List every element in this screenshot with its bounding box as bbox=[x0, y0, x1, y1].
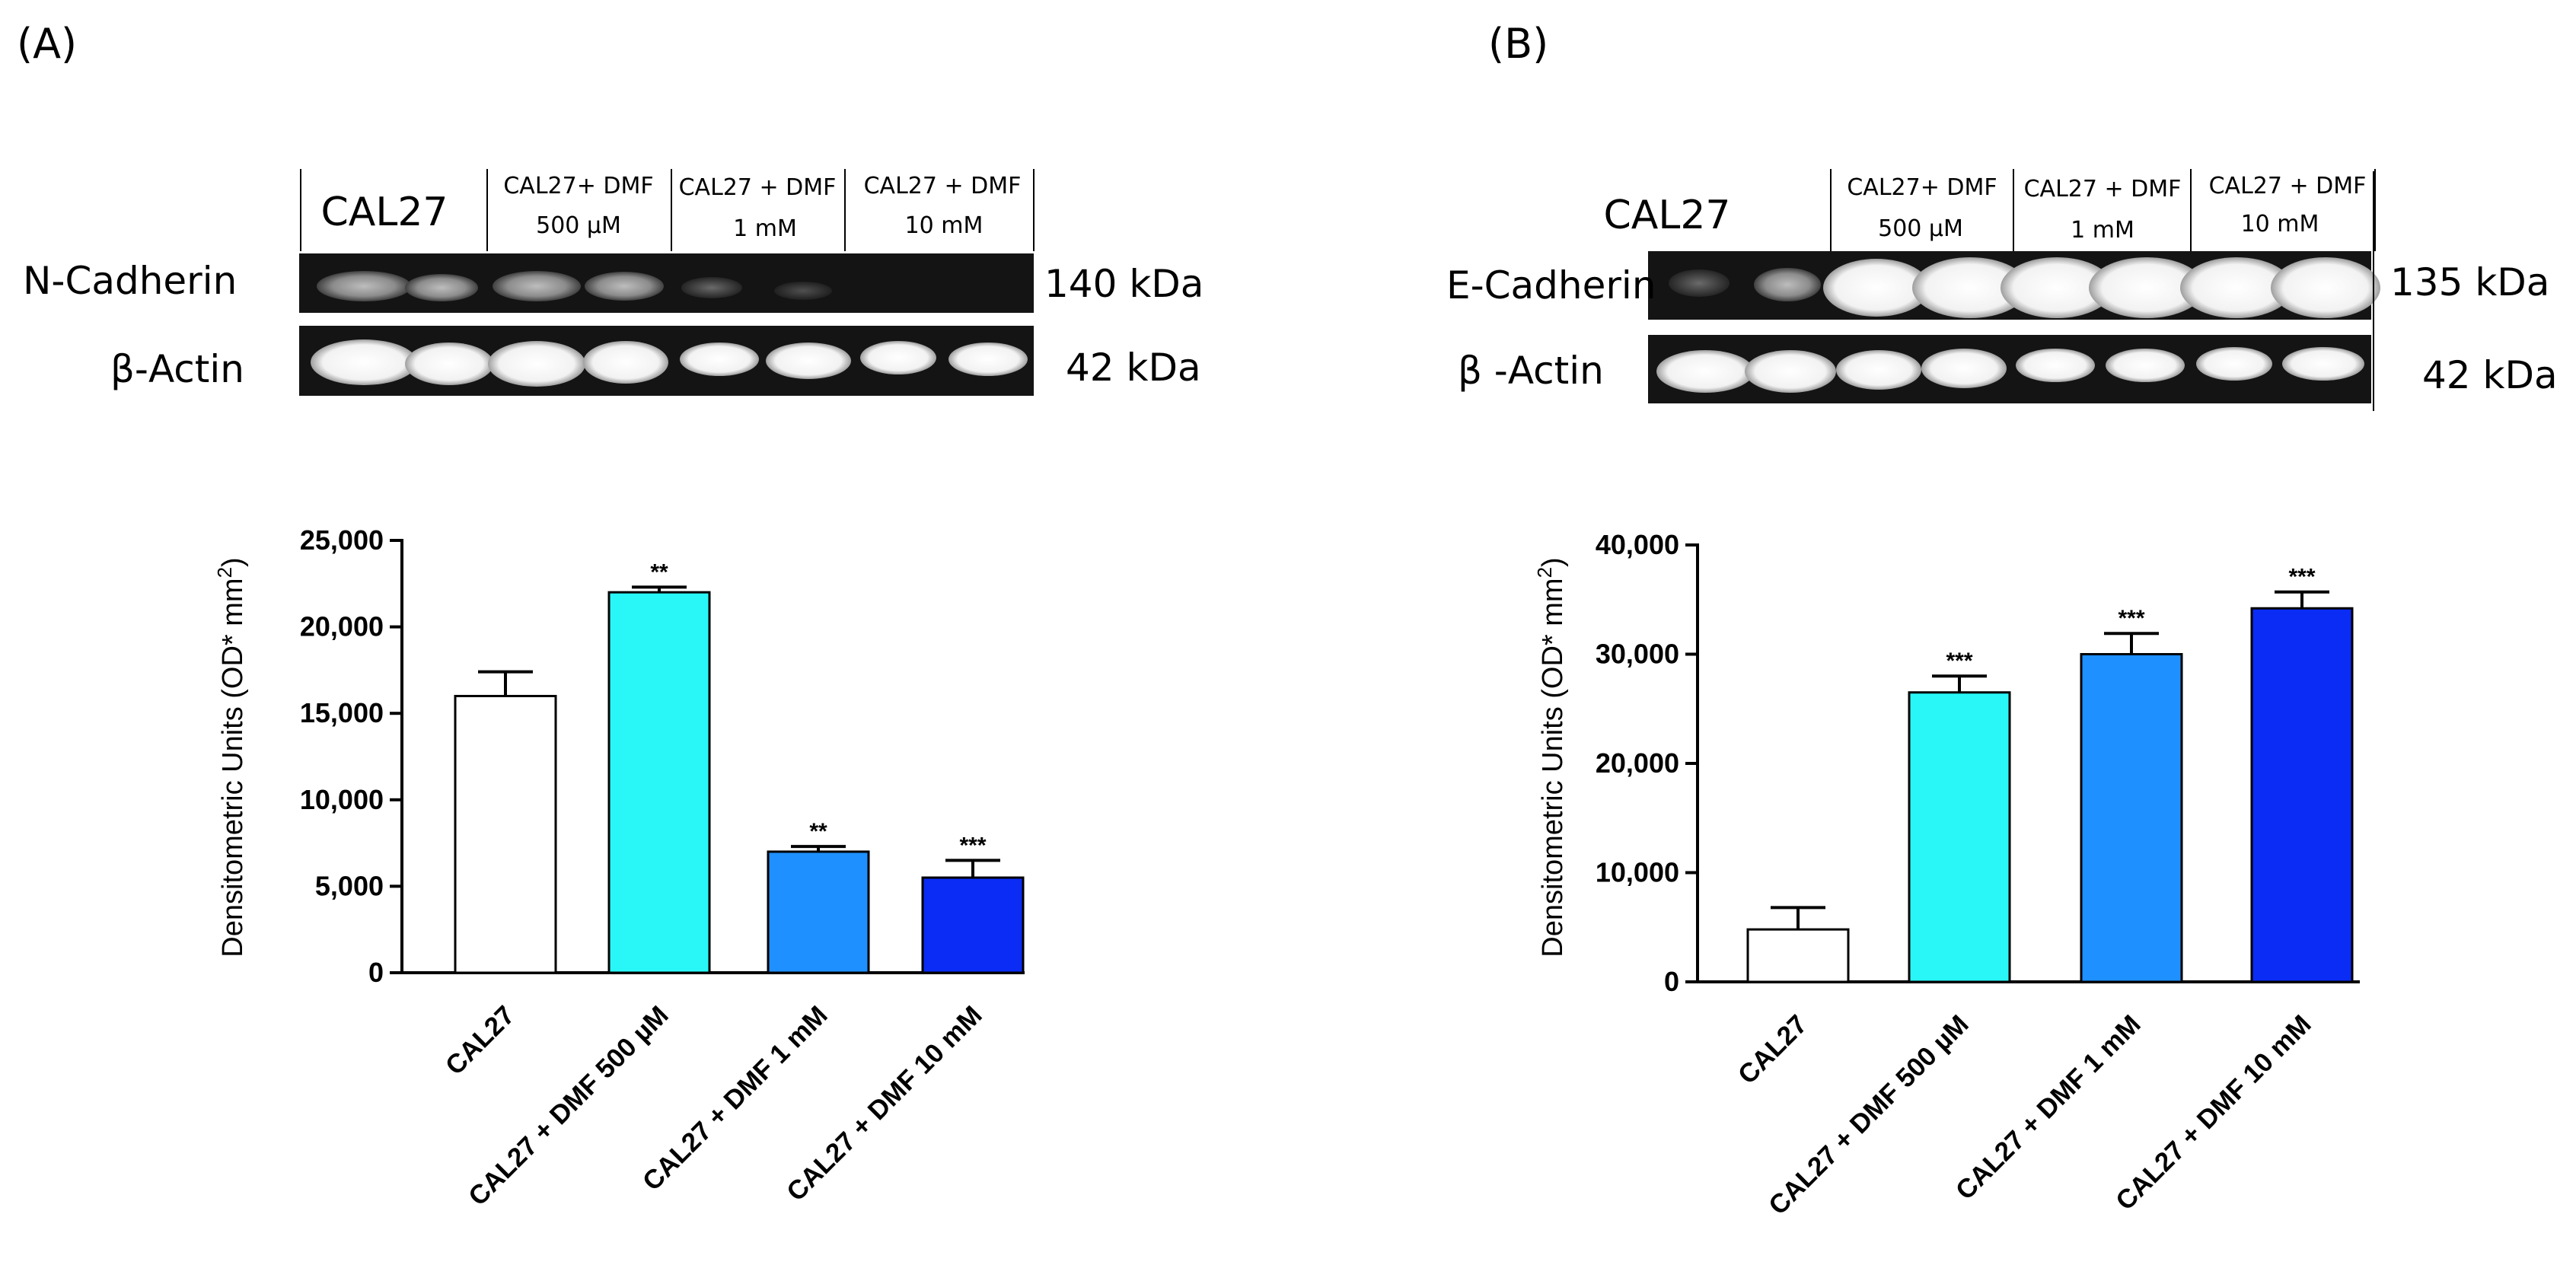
chart-b-y-tick-label: 20,000 bbox=[1596, 747, 1679, 779]
blot-a-lane-header-10mm-line1: CAL27 + DMF bbox=[864, 173, 1022, 199]
blot-a-lane-header-1mm-line2: 1 mM bbox=[733, 215, 797, 242]
chart-b-bar bbox=[2080, 653, 2183, 983]
bar-chart-a: 0 5,000 10,000 15,000 20,000 25,000 Densitomet… bbox=[213, 524, 1025, 1212]
chart-a-y-tick-label: 10,000 bbox=[300, 784, 384, 815]
blot-b-ecadherin-weight: 135 kDa bbox=[2390, 260, 2549, 304]
blot-a-lane-header-cal27: CAL27 bbox=[320, 190, 448, 235]
blot-b-actin-weight: 42 kDa bbox=[2422, 353, 2558, 397]
blot-b-ecad-band bbox=[2089, 257, 2205, 318]
chart-a-y-tick-label: 25,000 bbox=[300, 524, 384, 556]
chart-b-y-tick-label: 10,000 bbox=[1596, 857, 1679, 888]
chart-b-significance: *** bbox=[1946, 648, 1972, 674]
bar-chart-b: 0 10,000 20,000 30,000 40,000 Densitometric U… bbox=[1533, 529, 2360, 1221]
chart-b-significance: *** bbox=[2288, 565, 2315, 590]
chart-a-y-tick-label: 0 bbox=[368, 957, 384, 988]
blot-a-lane-header-500-line2: 500 µM bbox=[536, 212, 621, 239]
chart-a-bar bbox=[454, 694, 557, 974]
blot-a-ncad-band bbox=[493, 271, 581, 301]
blot-a-actin-band bbox=[405, 343, 493, 385]
blot-a-lane-header-500-line1: CAL27+ DMF bbox=[503, 173, 653, 199]
blot-b-lane-header-1mm-line1: CAL27 + DMF bbox=[2024, 176, 2182, 202]
chart-a-bar bbox=[767, 850, 870, 974]
blot-b-actin-band bbox=[1745, 350, 1836, 393]
blot-b-ecad-band bbox=[2180, 257, 2293, 318]
chart-b-y-tick-label: 0 bbox=[1664, 966, 1679, 997]
blot-a-ncadherin-weight: 140 kDa bbox=[1044, 262, 1204, 306]
blot-b: CAL27 CAL27+ DMF 500 µM CAL27 + DMF 1 mM… bbox=[1446, 169, 2558, 411]
chart-b-bar bbox=[1908, 691, 2011, 983]
blot-b-actin-band bbox=[2196, 347, 2272, 381]
blot-b-lane-header-1mm-line2: 1 mM bbox=[2071, 217, 2134, 244]
blot-b-lane-header-cal27: CAL27 bbox=[1603, 193, 1730, 238]
blot-a-actin-band bbox=[860, 341, 936, 374]
chart-a-category-label: CAL27 bbox=[440, 1000, 521, 1081]
blot-b-lane-header-10mm-line2: 10 mM bbox=[2241, 211, 2319, 237]
blot-a-lane-header-1mm-line1: CAL27 + DMF bbox=[679, 174, 837, 201]
chart-b-category-label: CAL27 + DMF 1 mM bbox=[1950, 1009, 2147, 1206]
blot-b-ecad-band bbox=[2001, 257, 2113, 318]
blot-b-actin-band bbox=[2106, 349, 2185, 382]
blot-a-ncad-band bbox=[585, 272, 664, 301]
chart-a-y-axis-label: Densitometric Units (OD* mm2) bbox=[213, 557, 249, 957]
chart-a-significance: ** bbox=[650, 559, 668, 585]
blot-b-actin-band bbox=[1921, 349, 2007, 388]
blot-b-ecad-band bbox=[1912, 257, 2028, 318]
blot-b-ecad-band bbox=[2271, 257, 2380, 318]
panel-a-label: (A) bbox=[17, 20, 77, 68]
blot-b-row-ecadherin-label: E-Cadherin bbox=[1446, 263, 1656, 307]
blot-a-ncad-band bbox=[317, 271, 411, 301]
chart-b-y-tick-label: 40,000 bbox=[1596, 529, 1679, 560]
chart-a-bar bbox=[921, 876, 1025, 974]
blot-a-ncad-band bbox=[681, 277, 742, 298]
blot-a-actin-band bbox=[583, 341, 668, 384]
chart-b-category-label: CAL27 + DMF 10 mM bbox=[2110, 1009, 2317, 1216]
chart-b-category-label: CAL27 bbox=[1733, 1009, 1813, 1090]
blot-a-actin-band bbox=[680, 343, 759, 376]
chart-b-y-axis-label: Densitometric Units (OD* mm2) bbox=[1533, 557, 1569, 957]
chart-a-significance: *** bbox=[959, 833, 986, 858]
blot-b-lane-header-500-line1: CAL27+ DMF bbox=[1847, 174, 1997, 201]
blot-b-ecad-band bbox=[1754, 268, 1821, 301]
chart-b-bar bbox=[1746, 928, 1850, 983]
blot-b-ecad-band bbox=[1669, 269, 1730, 297]
blot-a-actin-weight: 42 kDa bbox=[1066, 346, 1201, 390]
blot-b-actin-band bbox=[2282, 347, 2364, 381]
blot-a: CAL27 CAL27+ DMF 500 µM CAL27 + DMF 1 mM… bbox=[23, 169, 1204, 396]
blot-a-ncad-band bbox=[774, 282, 832, 300]
blot-a-actin-band bbox=[766, 343, 851, 379]
blot-b-ecad-band bbox=[1823, 259, 1930, 317]
blot-a-actin-band bbox=[488, 341, 585, 387]
chart-a-y-tick-label: 15,000 bbox=[300, 697, 384, 728]
blot-a-actin-band bbox=[311, 339, 417, 385]
chart-a-significance: ** bbox=[809, 819, 827, 844]
blot-a-row-ncadherin-label: N-Cadherin bbox=[23, 259, 237, 303]
blot-b-actin-band bbox=[1836, 350, 1921, 390]
blot-a-ncad-band bbox=[405, 274, 478, 301]
blot-b-lane-header-10mm-line1: CAL27 + DMF bbox=[2209, 173, 2367, 199]
blot-b-row-actin-label: β -Actin bbox=[1458, 349, 1604, 393]
blot-a-actin-band bbox=[948, 343, 1028, 376]
chart-b-y-tick-label: 30,000 bbox=[1596, 639, 1679, 670]
chart-a-y-tick-label: 5,000 bbox=[315, 870, 384, 901]
chart-b-bar bbox=[2250, 607, 2354, 983]
blot-a-lane-header-10mm-line2: 10 mM bbox=[905, 212, 984, 239]
chart-a-y-tick-label: 20,000 bbox=[300, 611, 384, 642]
chart-a-bar bbox=[607, 591, 711, 974]
blot-b-actin-band bbox=[1656, 350, 1754, 393]
blot-b-actin-band bbox=[2016, 349, 2095, 382]
blot-a-row-actin-label: β-Actin bbox=[110, 347, 244, 391]
panel-b-label: (B) bbox=[1488, 20, 1548, 68]
blot-b-lane-header-500-line2: 500 µM bbox=[1878, 215, 1963, 242]
chart-b-significance: *** bbox=[2118, 606, 2144, 631]
